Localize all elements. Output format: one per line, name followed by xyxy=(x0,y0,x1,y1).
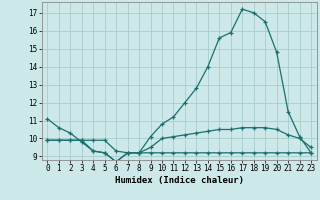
X-axis label: Humidex (Indice chaleur): Humidex (Indice chaleur) xyxy=(115,176,244,185)
